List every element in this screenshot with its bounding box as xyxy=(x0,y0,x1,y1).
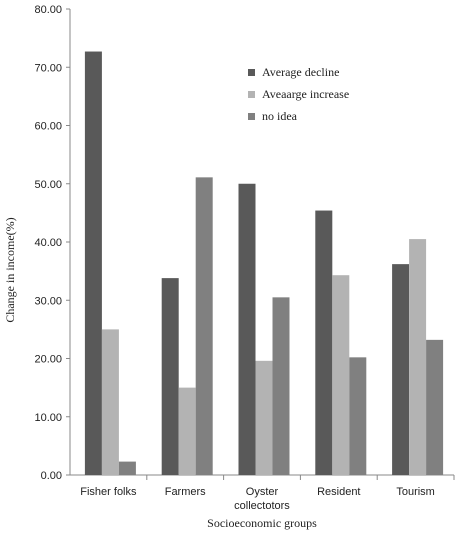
bars-group xyxy=(84,51,444,476)
bar xyxy=(332,275,350,475)
legend: Average decline Aveaarge increase no idea xyxy=(248,65,349,123)
bar xyxy=(409,239,427,475)
y-tick-label: 30.00 xyxy=(34,295,62,307)
y-tick-label: 80.00 xyxy=(34,4,62,16)
category-label-line: Farmers xyxy=(165,486,206,498)
y-tick-label: 50.00 xyxy=(34,179,62,191)
category-label: Oyster collectotors xyxy=(234,486,290,512)
category-label-line: Fisher folks xyxy=(80,486,137,498)
category-label: Resident xyxy=(317,486,360,498)
category-label-line: collectotors xyxy=(234,500,290,512)
legend-swatch xyxy=(248,113,255,120)
y-tick-label: 20.00 xyxy=(34,354,62,366)
y-tick-labels: 0.00 10.00 20.00 30.00 40.00 50.00 60.00 70.00 8… xyxy=(34,4,62,482)
bar xyxy=(349,357,367,475)
y-tick-label: 10.00 xyxy=(34,412,62,424)
bar xyxy=(272,297,290,475)
y-tick-label: 0.00 xyxy=(41,470,62,482)
bar xyxy=(101,329,119,475)
bar xyxy=(238,183,256,475)
y-tick-label: 70.00 xyxy=(34,62,62,74)
bar xyxy=(392,264,410,475)
y-tick-label: 40.00 xyxy=(34,237,62,249)
bar xyxy=(178,387,196,475)
legend-label: Average decline xyxy=(262,65,339,79)
y-tick-label: 60.00 xyxy=(34,121,62,133)
x-axis-title: Socioeconomic groups xyxy=(207,516,317,530)
bar xyxy=(195,177,213,475)
category-label-line: Oyster xyxy=(246,486,279,498)
bar xyxy=(118,461,136,475)
category-labels: Fisher folks Farmers Oyster collectotors Res… xyxy=(80,486,435,512)
legend-label: no idea xyxy=(262,109,298,123)
category-label: Farmers xyxy=(165,486,206,498)
y-axis-title: Change in income(%) xyxy=(3,217,17,322)
bar xyxy=(84,51,102,476)
bar xyxy=(426,339,444,475)
bar xyxy=(255,360,273,475)
legend-swatch xyxy=(248,91,255,98)
bar xyxy=(161,278,179,475)
category-label: Tourism xyxy=(396,486,435,498)
bar xyxy=(315,210,333,476)
category-label-line: Tourism xyxy=(396,486,435,498)
category-label-line: Resident xyxy=(317,486,360,498)
legend-swatch xyxy=(248,69,255,76)
legend-label: Aveaarge increase xyxy=(262,87,349,101)
category-label: Fisher folks xyxy=(80,486,137,498)
